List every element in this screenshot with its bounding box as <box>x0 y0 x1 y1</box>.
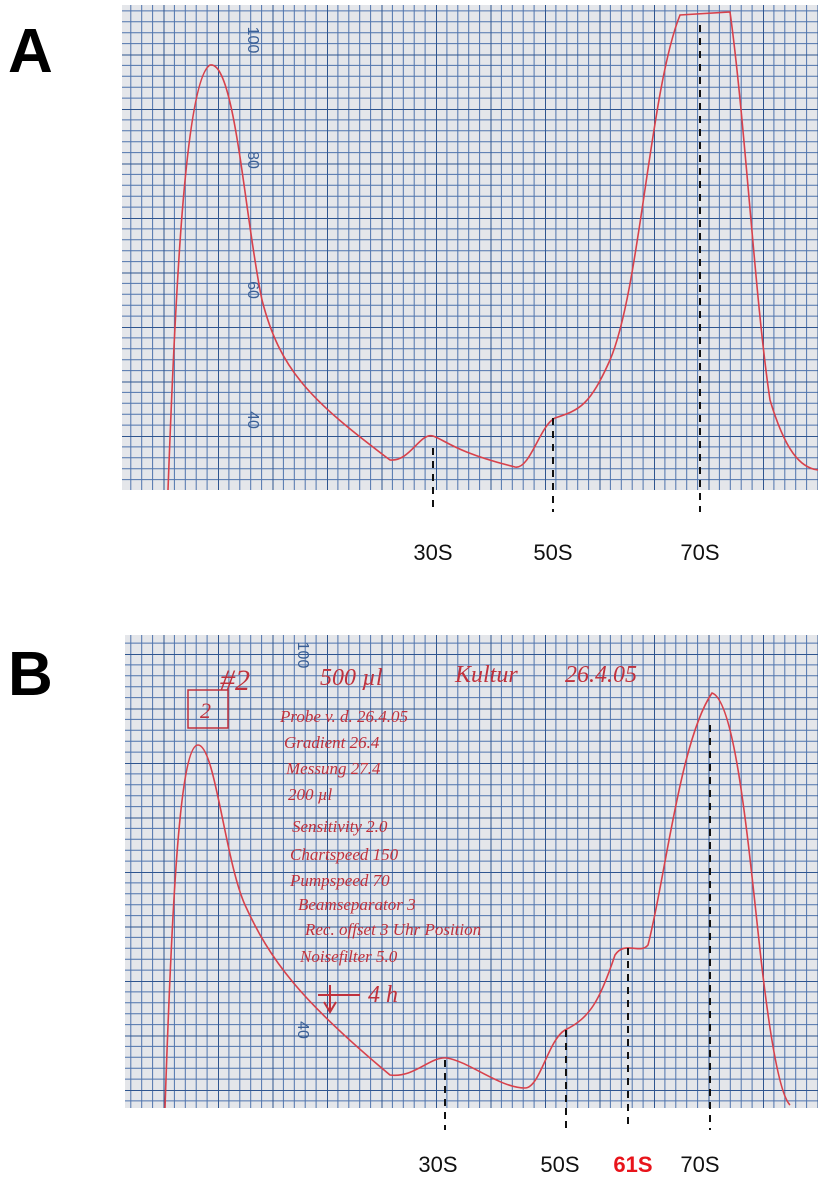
note: Probe v. d. 26.4.05 <box>279 707 408 726</box>
note-box <box>187 689 229 729</box>
note: Kultur <box>454 662 518 688</box>
note: Chartspeed 150 <box>290 845 399 864</box>
scale-label: 40 <box>244 411 261 429</box>
trace <box>167 11 818 491</box>
scale-label: 100 <box>294 642 311 669</box>
peak-label: 50S <box>533 540 572 565</box>
note: 500 µl <box>320 665 383 691</box>
chart-paper <box>122 5 818 490</box>
peak-label: 50S <box>540 1152 579 1177</box>
chart-paper <box>125 635 818 1108</box>
note: Sensitivity 2.0 <box>292 817 388 836</box>
panel-label: A <box>8 17 53 86</box>
scale-label: 100 <box>244 27 261 54</box>
scale-label: 40 <box>294 1021 311 1039</box>
note: Noisefilter 5.0 <box>299 947 398 966</box>
trace <box>164 692 791 1109</box>
peak-label: 70S <box>680 1152 719 1177</box>
peak-label: 30S <box>413 540 452 565</box>
note: 200 µl <box>288 785 333 804</box>
panel-label: B <box>8 640 53 709</box>
note: Pumpspeed 70 <box>289 871 390 890</box>
note: Gradient 26.4 <box>284 733 380 752</box>
note: #2 <box>220 664 250 697</box>
note: Messung 27.4 <box>285 759 381 778</box>
peak-label: 61S <box>613 1152 652 1177</box>
note-arrow <box>318 985 360 1014</box>
note: 4 h <box>368 982 398 1008</box>
note: 26.4.05 <box>565 662 637 688</box>
peak-label: 70S <box>680 540 719 565</box>
scale-label: 80 <box>244 151 261 169</box>
note: 2 <box>200 698 211 723</box>
note: Beamseparator 3 <box>298 895 416 914</box>
peak-label: 30S <box>418 1152 457 1177</box>
scale-label: 60 <box>244 281 261 299</box>
note: Rec. offset 3 Uhr Position <box>304 920 481 939</box>
